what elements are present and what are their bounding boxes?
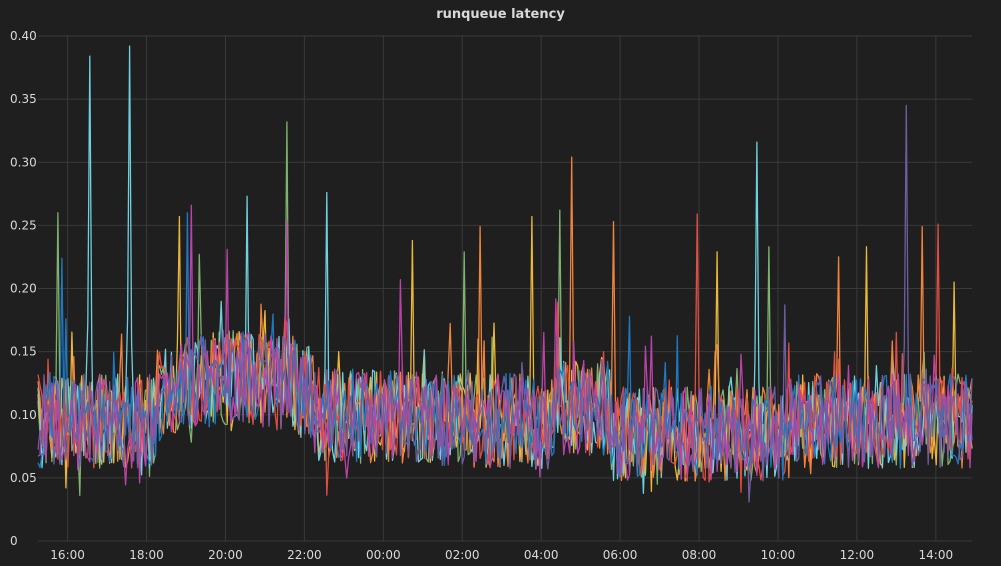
y-tick-label: 0 <box>10 534 18 548</box>
series-line-7 <box>37 204 973 486</box>
x-tick-label: 00:00 <box>366 548 401 562</box>
series-layer <box>37 45 973 503</box>
x-tick-label: 08:00 <box>682 548 717 562</box>
y-tick-label: 0.30 <box>10 155 37 169</box>
y-tick-label: 0.10 <box>10 408 37 422</box>
x-tick-label: 12:00 <box>840 548 875 562</box>
series-line-6 <box>37 212 973 481</box>
y-tick-label: 0.35 <box>10 92 37 106</box>
y-tick-label: 0.05 <box>10 471 37 485</box>
axis-labels: 0 0.05 0.10 0.15 0.20 0.25 0.30 0.35 0.40 16:00 18… <box>10 29 953 562</box>
y-tick-label: 0.25 <box>10 218 37 232</box>
x-tick-label: 22:00 <box>287 548 322 562</box>
x-tick-label: 18:00 <box>129 548 164 562</box>
x-tick-label: 14:00 <box>919 548 954 562</box>
y-tick-label: 0.40 <box>10 29 37 43</box>
x-tick-label: 04:00 <box>524 548 559 562</box>
x-tick-label: 16:00 <box>50 548 85 562</box>
x-tick-label: 02:00 <box>445 548 480 562</box>
x-tick-label: 06:00 <box>603 548 638 562</box>
series-line-8 <box>37 104 973 503</box>
panel-title[interactable]: runqueue latency <box>436 7 565 22</box>
x-tick-label: 20:00 <box>208 548 243 562</box>
y-tick-label: 0.15 <box>10 345 37 359</box>
y-tick-label: 0.20 <box>10 282 37 296</box>
x-tick-label: 10:00 <box>761 548 796 562</box>
